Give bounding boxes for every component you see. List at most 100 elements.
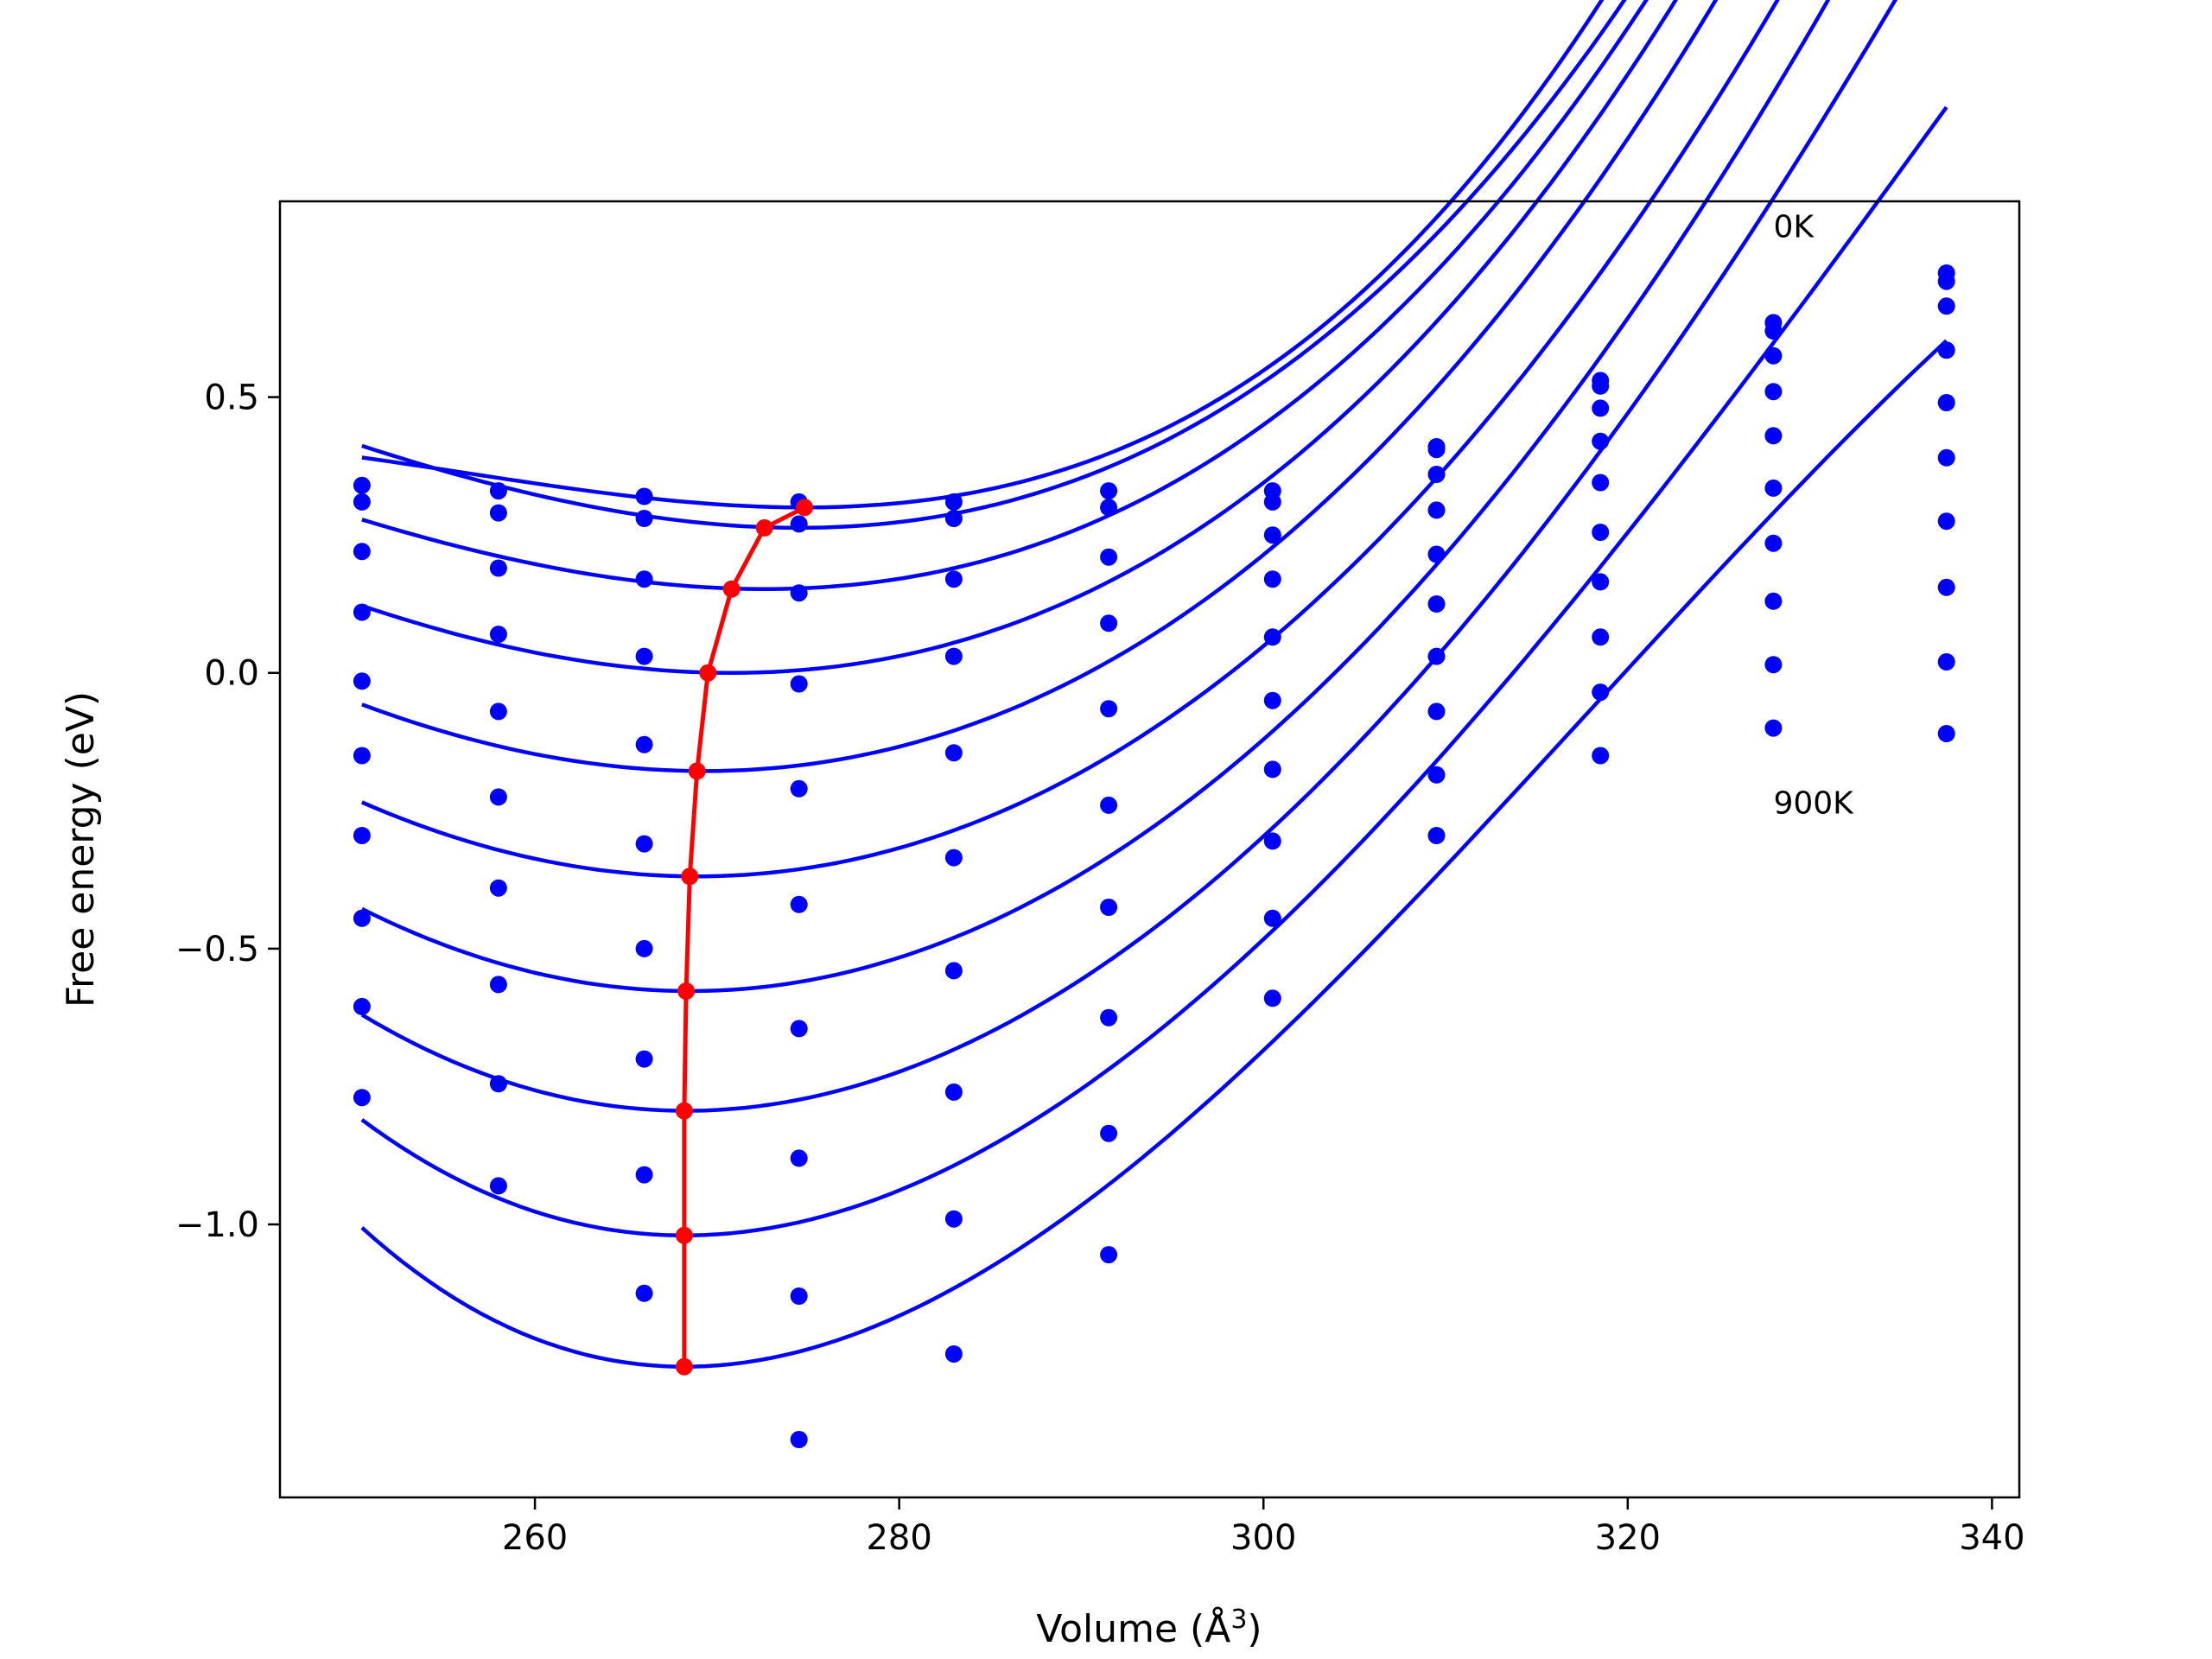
fit-curve-7 — [360, 0, 1898, 1113]
data-point-6-1 — [489, 879, 507, 897]
data-point-3-0 — [353, 603, 371, 621]
data-point-9-9 — [1764, 719, 1783, 737]
data-point-9-3 — [790, 1431, 808, 1448]
data-point-0-4 — [944, 493, 963, 511]
annotation-1: 900K — [1773, 786, 1854, 822]
fit-curve-8 — [360, 105, 1948, 1238]
data-point-5-0 — [353, 747, 371, 765]
data-point-2-4 — [944, 570, 963, 588]
data-point-6-8 — [1592, 573, 1610, 591]
data-point-2-10 — [1937, 297, 1955, 315]
data-point-9-5 — [1100, 1246, 1118, 1264]
data-point-7-5 — [1100, 1008, 1118, 1027]
data-point-0-0 — [353, 476, 371, 494]
data-point-4-2 — [635, 735, 653, 753]
data-point-1-10 — [1937, 272, 1955, 290]
minima-point-5 — [681, 868, 699, 886]
data-point-6-5 — [1100, 899, 1118, 916]
axis-ticks: 260 280 300 320 340 0.5 0.0 −0.5 −1.0 — [175, 378, 2025, 1558]
data-point-8-0 — [353, 997, 371, 1015]
data-point-8-8 — [1592, 683, 1610, 702]
data-point-2-0 — [353, 543, 371, 561]
data-point-3-1 — [489, 626, 507, 644]
data-point-9-0 — [353, 1089, 371, 1107]
data-point-8-7 — [1427, 766, 1446, 784]
data-point-4-3 — [790, 779, 808, 798]
data-point-4-1 — [489, 702, 507, 721]
x-axis-label-close: ) — [1247, 1607, 1262, 1651]
minima-point-2 — [722, 580, 741, 598]
data-point-1-8 — [1592, 377, 1610, 395]
data-point-6-6 — [1263, 760, 1281, 779]
y-tick-label-3: −1.0 — [175, 1205, 259, 1245]
data-point-4-9 — [1764, 427, 1783, 445]
data-point-6-3 — [790, 1020, 808, 1038]
data-point-2-5 — [1100, 548, 1118, 566]
data-point-0-1 — [489, 482, 507, 500]
data-point-6-4 — [944, 962, 963, 980]
data-point-8-10 — [1937, 653, 1955, 671]
data-point-6-2 — [635, 939, 653, 957]
data-point-9-8 — [1592, 747, 1610, 765]
data-point-2-2 — [635, 570, 653, 588]
minima-point-4 — [688, 762, 706, 780]
data-point-3-9 — [1764, 383, 1783, 401]
x-tick-label-3: 320 — [1595, 1518, 1661, 1558]
plot-area — [353, 0, 1955, 1448]
data-point-4-8 — [1592, 474, 1610, 492]
data-point-5-6 — [1263, 691, 1281, 709]
minima-point-3 — [699, 664, 717, 682]
data-point-9-6 — [1263, 989, 1281, 1007]
data-point-7-0 — [353, 909, 371, 927]
data-point-2-3 — [790, 584, 808, 602]
fit-curve-9 — [360, 339, 1948, 1369]
data-point-9-2 — [635, 1284, 653, 1302]
fit-curve-0 — [361, 0, 1605, 510]
data-point-5-5 — [1100, 796, 1118, 814]
data-point-7-10 — [1937, 578, 1955, 596]
annotation-0: 0K — [1773, 209, 1815, 245]
y-tick-label-2: −0.5 — [175, 930, 259, 969]
data-point-4-7 — [1427, 545, 1446, 563]
data-point-4-10 — [1937, 394, 1955, 411]
data-point-9-7 — [1427, 827, 1446, 844]
minima-line — [682, 505, 806, 1367]
x-tick-label-0: 260 — [502, 1518, 568, 1558]
y-axis-label: Free energy (eV) — [59, 691, 103, 1007]
minima-point-6 — [677, 982, 696, 1000]
minima-point-7 — [675, 1102, 693, 1120]
data-point-1-4 — [944, 510, 963, 527]
data-point-4-6 — [1263, 628, 1281, 646]
data-point-9-1 — [489, 1177, 507, 1195]
data-point-5-1 — [489, 788, 507, 806]
data-point-6-10 — [1937, 512, 1955, 531]
x-tick-label-2: 300 — [1230, 1518, 1296, 1558]
data-point-7-6 — [1263, 832, 1281, 850]
fit-curve-6 — [360, 0, 1831, 994]
x-tick-label-1: 280 — [866, 1518, 931, 1558]
data-point-8-4 — [944, 1210, 963, 1228]
data-point-3-8 — [1592, 432, 1610, 450]
data-point-5-4 — [944, 849, 963, 867]
data-point-0-2 — [635, 487, 653, 505]
minima-point-0 — [796, 499, 814, 517]
fit-curve-1 — [361, 0, 1627, 531]
data-point-6-9 — [1764, 534, 1783, 552]
data-point-8-3 — [790, 1287, 808, 1305]
data-point-8-6 — [1263, 909, 1281, 927]
fit-curve-2 — [361, 0, 1649, 591]
data-point-2-9 — [1764, 346, 1783, 365]
data-point-2-7 — [1427, 466, 1446, 483]
data-point-3-7 — [1427, 501, 1446, 519]
data-point-1-0 — [353, 493, 371, 511]
data-point-2-8 — [1592, 399, 1610, 417]
data-point-2-1 — [489, 559, 507, 577]
y-tick-label-1: 0.0 — [204, 654, 259, 694]
x-tick-label-4: 340 — [1959, 1518, 2024, 1558]
x-axis-label-main: Volume (Å — [1036, 1605, 1230, 1651]
data-point-4-4 — [944, 744, 963, 762]
data-point-8-2 — [635, 1166, 653, 1184]
data-point-3-3 — [790, 675, 808, 693]
data-point-5-7 — [1427, 595, 1446, 613]
